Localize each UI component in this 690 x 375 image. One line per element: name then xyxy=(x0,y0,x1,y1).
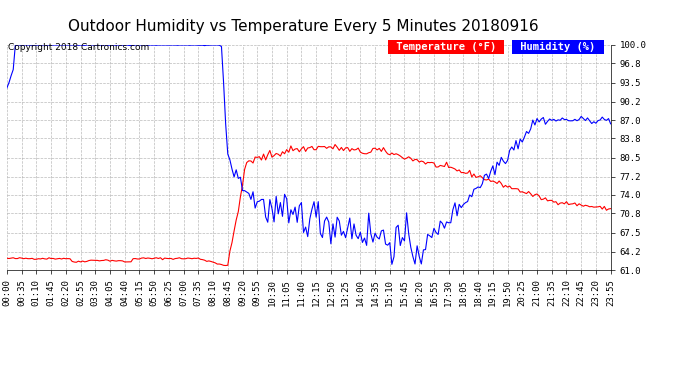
Text: Temperature (°F): Temperature (°F) xyxy=(390,42,502,52)
Text: Humidity (%): Humidity (%) xyxy=(514,42,602,52)
Text: Outdoor Humidity vs Temperature Every 5 Minutes 20180916: Outdoor Humidity vs Temperature Every 5 … xyxy=(68,19,539,34)
Text: Copyright 2018 Cartronics.com: Copyright 2018 Cartronics.com xyxy=(8,43,150,52)
